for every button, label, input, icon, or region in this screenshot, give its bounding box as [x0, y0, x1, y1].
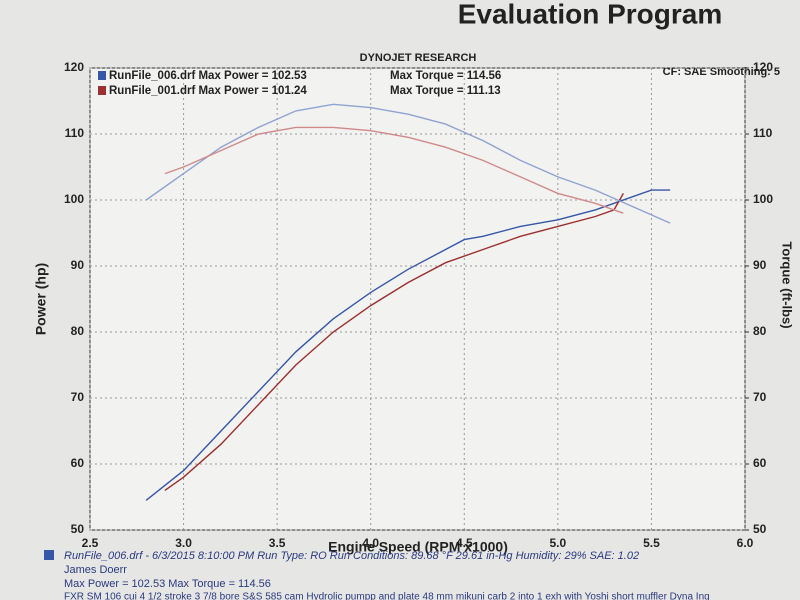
- y2-tick-label: 90: [753, 258, 767, 272]
- x-tick-label: 2.5: [82, 536, 99, 550]
- line-series: [145, 189, 671, 501]
- y-axis-label: Power (hp): [33, 263, 49, 335]
- y-tick-label: 80: [71, 324, 85, 338]
- legend-swatch: [98, 86, 106, 95]
- chart-title: DYNOJET RESEARCH: [360, 52, 477, 64]
- x-tick-label: 4.0: [362, 536, 379, 550]
- y2-tick-label: 100: [753, 192, 773, 206]
- footer-line: James Doerr: [64, 564, 127, 576]
- y2-tick-label: 80: [753, 324, 767, 338]
- x-tick-label: 3.5: [269, 536, 286, 550]
- y-tick-label: 120: [64, 60, 84, 74]
- y2-tick-label: 110: [753, 126, 773, 140]
- footer-line: RunFile_006.drf - 6/3/2015 8:10:00 PM Ru…: [64, 550, 639, 562]
- y-tick-label: 70: [71, 390, 85, 404]
- chart-subtitle: CF: SAE Smoothing: 5: [663, 66, 780, 78]
- header-title: Evaluation Program: [458, 0, 723, 29]
- x-tick-label: 4.5: [456, 536, 473, 550]
- y-tick-label: 100: [64, 192, 84, 206]
- y2-tick-label: 50: [753, 522, 767, 536]
- x-tick-label: 6.0: [737, 536, 754, 550]
- legend-label: RunFile_006.drf Max Power = 102.53: [109, 70, 307, 82]
- line-series: [164, 193, 624, 491]
- x-tick-label: 5.0: [550, 536, 567, 550]
- legend-label: RunFile_001.drf Max Power = 101.24: [109, 85, 307, 97]
- footer-swatch: [44, 550, 54, 560]
- x-tick-label: 5.5: [643, 536, 660, 550]
- y-tick-label: 90: [71, 258, 85, 272]
- x-axis-label: Engine Speed (RPM x1000): [328, 539, 508, 555]
- footer-line: Max Power = 102.53 Max Torque = 114.56: [64, 578, 271, 590]
- y-tick-label: 50: [71, 522, 85, 536]
- line-series: [164, 126, 624, 214]
- y-tick-label: 60: [71, 456, 85, 470]
- y2-axis-label: Torque (ft-lbs): [780, 241, 795, 328]
- line-series: [145, 103, 671, 224]
- y2-tick-label: 120: [753, 60, 773, 74]
- footer-line: FXR SM 106 cui 4 1/2 stroke 3 7/8 bore S…: [64, 592, 710, 600]
- y2-tick-label: 60: [753, 456, 767, 470]
- legend-label: Max Torque = 111.13: [390, 85, 501, 97]
- legend-swatch: [98, 71, 106, 80]
- y2-tick-label: 70: [753, 390, 767, 404]
- y-tick-label: 110: [65, 126, 85, 140]
- x-tick-label: 3.0: [175, 536, 192, 550]
- legend-label: Max Torque = 114.56: [390, 70, 501, 82]
- plot-area: [89, 67, 746, 531]
